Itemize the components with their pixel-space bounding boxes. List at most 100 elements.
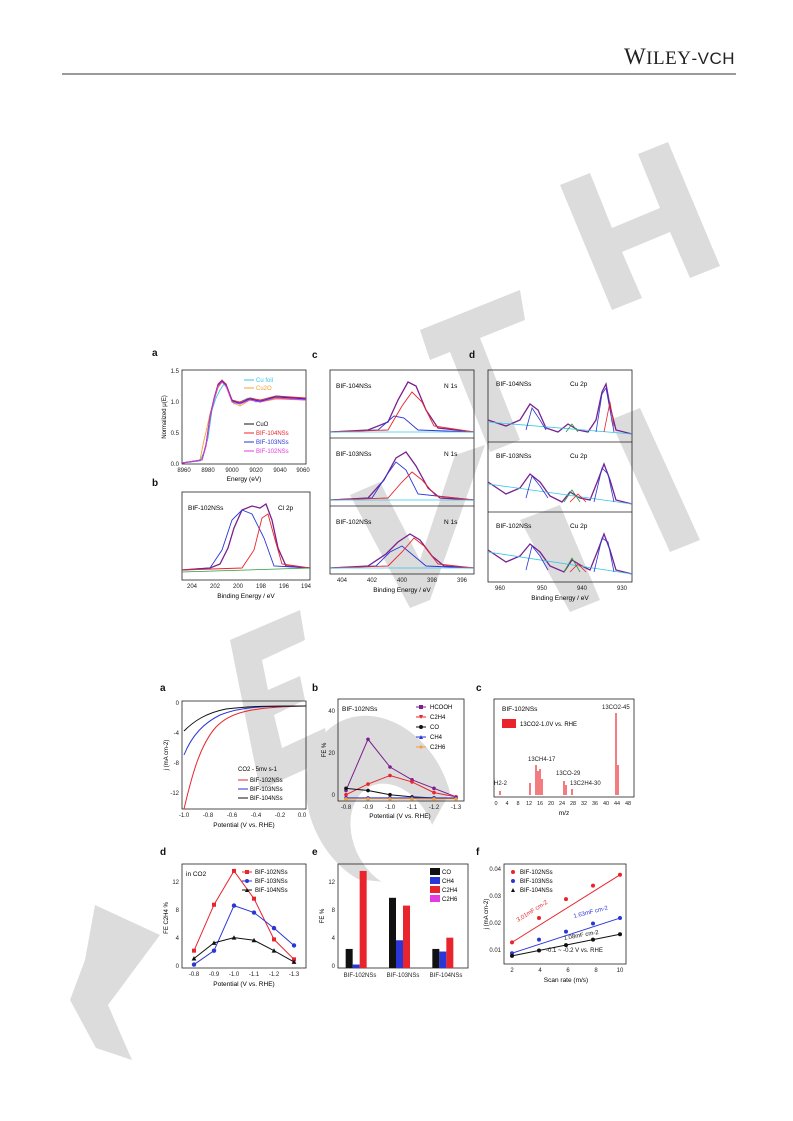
xtick: 20 (548, 801, 554, 807)
xtick: -0.8 (203, 813, 214, 819)
xtick: 8 (516, 801, 519, 807)
data-point (232, 868, 236, 873)
ytick: 0.5 (171, 431, 180, 437)
xtick: 8960 (177, 468, 191, 474)
data-point (510, 940, 514, 945)
condition-label: in CO2 (186, 871, 207, 878)
category-label: BIF-102NSs (344, 973, 377, 979)
fe-b-plot-area (344, 737, 458, 801)
condition-label: -0.1 ~ -0.2 V vs. RHE (546, 948, 603, 954)
data-point (366, 788, 370, 793)
ytick: 0.01 (489, 948, 501, 954)
legend-entry: C2H6 (430, 745, 446, 751)
fit-line (511, 917, 621, 954)
xtick: 0 (494, 801, 497, 807)
ytick: 8 (332, 908, 336, 914)
legend-entry: CH4 (442, 879, 455, 885)
bar-C2H4 (446, 937, 454, 968)
x-axis-label: Binding Energy / eV (531, 595, 589, 602)
panel-label-2f: f (476, 847, 480, 858)
xtick: 28 (570, 801, 576, 807)
xtick: 9040 (273, 468, 287, 474)
cu2p-xps-chart: BIF-104NSs Cu 2p BIF-103NSs Cu 2p BIF-10… (487, 369, 633, 602)
xtick: 4 (538, 968, 542, 974)
series-line (193, 904, 295, 965)
ytick: -4 (174, 731, 180, 737)
xtick: -1.3 (451, 805, 462, 811)
xtick: 0.0 (298, 813, 307, 819)
element-label: N 1s (444, 519, 458, 526)
ytick: 0.0 (171, 462, 180, 468)
series-line (345, 738, 457, 798)
data-point (272, 937, 276, 942)
element-label: Cl 2p (278, 505, 294, 512)
panel-label-1c: c (312, 350, 318, 361)
ytick: 1.0 (171, 400, 180, 406)
series-line (345, 775, 457, 798)
data-point (211, 948, 217, 953)
legend-entry: BIF-103NSs (255, 879, 288, 885)
legend-entry: BIF-103NSs (256, 440, 289, 446)
legend-entry: BIF-103NSs (250, 787, 283, 793)
element-label: Cu 2p (570, 381, 588, 388)
peak-label: 13C2H4-30 (570, 781, 601, 787)
data-point (618, 872, 622, 877)
xtick: 44 (614, 801, 620, 807)
xtick: 398 (427, 578, 438, 584)
series-line (193, 870, 295, 960)
xtick: -1.3 (289, 972, 300, 978)
panel-label-2c: c (476, 683, 482, 694)
ytick: 0.03 (489, 894, 501, 900)
ytick: 0 (332, 793, 336, 799)
peak-label: H2-2 (494, 781, 508, 787)
legend-entry: BIF-102NSs (256, 449, 289, 455)
category-label: BIF-104NSs (430, 973, 463, 979)
y-axis-label: FE % (322, 742, 328, 757)
data-point (252, 896, 256, 901)
xtick: -1.1 (407, 805, 418, 811)
fe-e-bars (345, 870, 454, 968)
legend-entry: Cu2O (256, 386, 272, 392)
xtick: 196 (279, 584, 290, 590)
data-point (537, 916, 541, 921)
data-point (591, 921, 595, 926)
slope-label: 3.01mF cm-2 (516, 900, 550, 924)
data-point (212, 902, 216, 907)
panel-label-2d: d (160, 847, 167, 858)
xtick: 32 (581, 801, 587, 807)
legend-entry: C2H4 (430, 715, 446, 721)
lsv-chart: 0 -4 -8 -12 -1.0 -0.8 -0.6 -0.4 -0.2 0.0… (164, 700, 307, 829)
fe-products-chart: BIF-102NSs 0 20 40 -0.8 -0.9 -1.0 -1.1 -… (322, 698, 465, 820)
xanes-chart: 0.0 0.5 1.0 1.5 8960 8980 9000 9020 9040… (162, 369, 310, 483)
fe-bar-chart: 0 4 8 12 FE % BIF-102NSs BIF-103NSs BIF-… (320, 863, 469, 979)
legend-entry: CO (442, 870, 451, 876)
xtick: 940 (577, 586, 588, 592)
xtick: -1.0 (385, 805, 396, 811)
legend-entry: BIF-103NSs (520, 879, 553, 885)
data-point (432, 790, 436, 795)
ytick: 8 (176, 908, 180, 914)
xtick: 12 (526, 801, 532, 807)
xtick: 2 (510, 968, 514, 974)
peak-label: 13CO2-45 (602, 705, 630, 711)
sample-name: BIF-103NSs (496, 453, 532, 460)
ytick: 40 (328, 709, 335, 715)
xtick: -0.9 (209, 972, 220, 978)
data-point (271, 948, 277, 953)
xtick: 36 (592, 801, 598, 807)
ytick: 0.04 (489, 867, 501, 873)
data-point (344, 792, 348, 797)
sample-name: BIF-102NSs (188, 505, 224, 512)
data-point (432, 797, 436, 801)
panel-label-2a: a (160, 683, 166, 694)
xtick: -0.9 (363, 805, 374, 811)
data-point (564, 929, 568, 934)
xtick: 202 (210, 584, 221, 590)
element-label: N 1s (444, 451, 458, 458)
xtick: 4 (505, 801, 508, 807)
ytick: -8 (174, 761, 180, 767)
data-point (211, 940, 217, 945)
xtick: 24 (559, 801, 565, 807)
y-axis-label: j (mA cm-2) (484, 899, 490, 931)
cap-plot-area (510, 872, 622, 958)
